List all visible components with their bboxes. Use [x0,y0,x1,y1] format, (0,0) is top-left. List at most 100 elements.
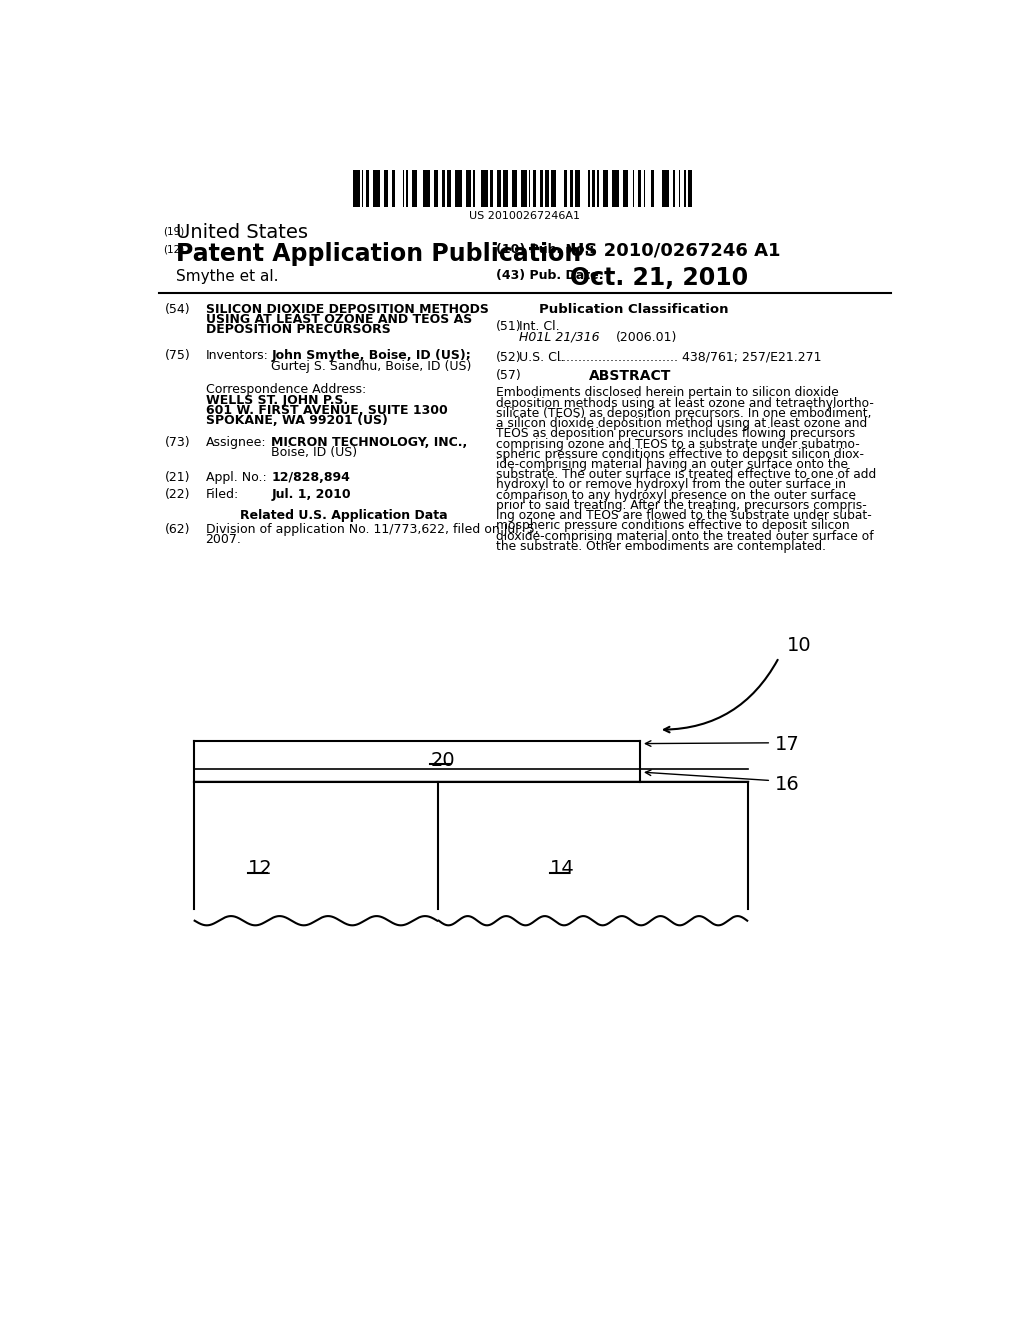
Text: comparison to any hydroxyl presence on the outer surface: comparison to any hydroxyl presence on t… [496,488,856,502]
Text: Embodiments disclosed herein pertain to silicon dioxide: Embodiments disclosed herein pertain to … [496,387,839,400]
Bar [412,170,417,207]
Text: deposition methods using at least ozone and tetraethylortho-: deposition methods using at least ozone … [496,396,874,409]
Text: 12/828,894: 12/828,894 [271,471,350,484]
Text: comprising ozone and TEOS to a substrate under subatmo-: comprising ozone and TEOS to a substrate… [496,437,860,450]
Text: DEPOSITION PRECURSORS: DEPOSITION PRECURSORS [206,323,390,337]
Text: (51): (51) [496,321,522,333]
Bar [603,170,608,207]
Bar [434,170,437,207]
Bar [512,170,517,207]
Bar [473,170,475,207]
Text: Appl. No.:: Appl. No.: [206,471,266,484]
Text: SILICON DIOXIDE DEPOSITION METHODS: SILICON DIOXIDE DEPOSITION METHODS [206,304,488,317]
Text: (62): (62) [165,523,190,536]
Text: .............................. 438/761; 257/E21.271: .............................. 438/761; … [558,351,821,364]
Bar [688,170,691,207]
Text: Inventors:: Inventors: [206,350,268,363]
Text: Division of application No. 11/773,622, filed on Jul. 5,: Division of application No. 11/773,622, … [206,523,539,536]
Bar [447,170,451,207]
Text: (57): (57) [496,370,522,383]
Text: U.S. Cl.: U.S. Cl. [519,351,565,364]
Text: a silicon dioxide deposition method using at least ozone and: a silicon dioxide deposition method usin… [496,417,867,430]
Bar [624,170,629,207]
Text: prior to said treating. After the treating, precursors compris-: prior to said treating. After the treati… [496,499,867,512]
Text: mospheric pressure conditions effective to deposit silicon: mospheric pressure conditions effective … [496,520,850,532]
Bar [489,170,494,207]
Text: hydroxyl to or remove hydroxyl from the outer surface in: hydroxyl to or remove hydroxyl from the … [496,478,846,491]
Text: USING AT LEAST OZONE AND TEOS AS: USING AT LEAST OZONE AND TEOS AS [206,313,472,326]
Text: the substrate. Other embodiments are contemplated.: the substrate. Other embodiments are con… [496,540,826,553]
Text: (52): (52) [496,351,522,364]
Bar [480,170,487,207]
Text: 10: 10 [786,636,811,655]
Text: silicate (TEOS) as deposition precursors. In one embodiment,: silicate (TEOS) as deposition precursors… [496,407,871,420]
Bar [597,170,599,207]
Text: spheric pressure conditions effective to deposit silicon diox-: spheric pressure conditions effective to… [496,447,864,461]
Text: 601 W. FIRST AVENUE, SUITE 1300: 601 W. FIRST AVENUE, SUITE 1300 [206,404,447,417]
Text: (22): (22) [165,488,190,502]
Text: (12): (12) [163,244,184,255]
Text: Jul. 1, 2010: Jul. 1, 2010 [271,488,351,502]
Text: (19): (19) [163,226,184,236]
Text: Related U.S. Application Data: Related U.S. Application Data [241,508,449,521]
Text: US 2010/0267246 A1: US 2010/0267246 A1 [569,242,780,260]
Text: Gurtej S. Sandhu, Boise, ID (US): Gurtej S. Sandhu, Boise, ID (US) [271,360,472,374]
Bar [373,170,380,207]
Text: (43) Pub. Date:: (43) Pub. Date: [496,268,604,281]
Text: Filed:: Filed: [206,488,239,502]
Text: H01L 21/316: H01L 21/316 [519,331,600,345]
Bar [612,170,620,207]
Text: Oct. 21, 2010: Oct. 21, 2010 [569,267,748,290]
Bar [679,170,680,207]
Text: United States: United States [176,223,308,242]
Text: dioxide-comprising material onto the treated outer surface of: dioxide-comprising material onto the tre… [496,529,873,543]
Bar [391,170,395,207]
Text: (21): (21) [165,471,190,484]
Text: (2006.01): (2006.01) [616,331,678,345]
Bar [564,170,567,207]
Bar [362,170,364,207]
Text: 14: 14 [550,859,575,878]
Bar [588,170,590,207]
Text: Correspondence Address:: Correspondence Address: [206,383,366,396]
Text: Patent Application Publication: Patent Application Publication [176,242,582,265]
Bar [466,170,471,207]
Text: Publication Classification: Publication Classification [539,304,728,317]
Bar [528,170,530,207]
Text: (75): (75) [165,350,190,363]
Text: 12: 12 [248,859,272,878]
Bar [498,170,501,207]
Text: Smythe et al.: Smythe et al. [176,268,279,284]
Bar [663,170,670,207]
Text: SPOKANE, WA 99201 (US): SPOKANE, WA 99201 (US) [206,414,387,428]
Bar [546,170,549,207]
Bar [384,170,387,207]
Text: Assignee:: Assignee: [206,436,266,449]
Bar [366,170,369,207]
Text: WELLS ST. JOHN P.S.: WELLS ST. JOHN P.S. [206,395,348,407]
Text: TEOS as deposition precursors includes flowing precursors: TEOS as deposition precursors includes f… [496,428,855,441]
Bar [407,170,408,207]
Text: 17: 17 [775,735,800,754]
Text: ABSTRACT: ABSTRACT [589,370,672,383]
Text: (54): (54) [165,304,190,317]
Text: John Smythe, Boise, ID (US);: John Smythe, Boise, ID (US); [271,350,471,363]
Text: 16: 16 [775,775,800,795]
Bar [644,170,645,207]
Text: substrate. The outer surface is treated effective to one of add: substrate. The outer surface is treated … [496,469,877,482]
Text: 20: 20 [430,751,455,770]
Text: 2007.: 2007. [206,533,242,545]
Bar [633,170,634,207]
Bar [423,170,430,207]
Text: (10) Pub. No.:: (10) Pub. No.: [496,243,594,256]
Bar [352,170,359,207]
Text: ing ozone and TEOS are flowed to the substrate under subat-: ing ozone and TEOS are flowed to the sub… [496,510,871,523]
Text: US 20100267246A1: US 20100267246A1 [469,211,581,220]
Text: ide-comprising material having an outer surface onto the: ide-comprising material having an outer … [496,458,848,471]
Bar [551,170,556,207]
Bar [540,170,544,207]
Text: (73): (73) [165,436,190,449]
Bar [503,170,508,207]
Bar [592,170,595,207]
Bar [455,170,462,207]
